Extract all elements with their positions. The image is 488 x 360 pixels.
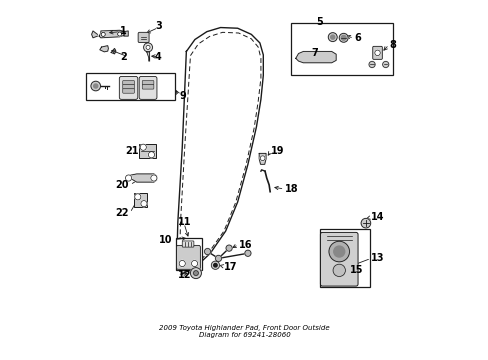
Text: 5: 5: [316, 17, 323, 27]
Polygon shape: [99, 30, 124, 38]
FancyBboxPatch shape: [176, 246, 200, 269]
Text: 2009 Toyota Highlander Pad, Front Door Outside
Diagram for 69241-28060: 2009 Toyota Highlander Pad, Front Door O…: [159, 325, 329, 338]
Circle shape: [140, 144, 146, 150]
FancyBboxPatch shape: [182, 241, 193, 247]
FancyBboxPatch shape: [122, 85, 134, 89]
FancyBboxPatch shape: [139, 76, 157, 99]
Circle shape: [225, 245, 232, 251]
Circle shape: [260, 156, 264, 161]
Circle shape: [143, 43, 152, 52]
Circle shape: [141, 201, 147, 207]
Circle shape: [341, 35, 346, 40]
Text: 1: 1: [120, 26, 126, 36]
Text: 13: 13: [370, 253, 384, 264]
Circle shape: [150, 175, 157, 181]
FancyBboxPatch shape: [142, 85, 154, 89]
Polygon shape: [100, 46, 108, 52]
Circle shape: [211, 261, 219, 269]
Circle shape: [125, 175, 131, 181]
Text: 20: 20: [115, 180, 129, 190]
Circle shape: [204, 248, 210, 255]
FancyBboxPatch shape: [134, 193, 147, 207]
Text: 16: 16: [239, 240, 252, 250]
FancyBboxPatch shape: [176, 238, 202, 270]
FancyBboxPatch shape: [139, 144, 155, 158]
Circle shape: [328, 241, 349, 262]
Text: 8: 8: [389, 40, 396, 50]
Circle shape: [327, 33, 337, 41]
Circle shape: [193, 271, 198, 275]
FancyBboxPatch shape: [122, 81, 134, 85]
Circle shape: [244, 250, 250, 256]
Text: 18: 18: [285, 184, 298, 194]
FancyBboxPatch shape: [86, 73, 174, 100]
Text: 11: 11: [178, 217, 191, 228]
Circle shape: [101, 32, 105, 36]
Circle shape: [360, 219, 370, 228]
Text: 19: 19: [271, 147, 284, 156]
FancyBboxPatch shape: [122, 89, 134, 93]
Text: 2: 2: [120, 51, 126, 62]
Circle shape: [134, 194, 141, 200]
Polygon shape: [111, 48, 116, 54]
Circle shape: [382, 62, 388, 68]
FancyBboxPatch shape: [320, 233, 357, 286]
Circle shape: [190, 267, 201, 279]
Circle shape: [213, 264, 217, 267]
Text: 6: 6: [353, 33, 360, 43]
FancyBboxPatch shape: [142, 81, 154, 85]
Circle shape: [215, 255, 221, 261]
Text: 3: 3: [155, 21, 162, 31]
FancyBboxPatch shape: [138, 32, 149, 42]
Circle shape: [339, 33, 347, 42]
Circle shape: [332, 264, 345, 276]
Polygon shape: [259, 153, 265, 164]
Text: 12: 12: [178, 270, 191, 280]
Polygon shape: [91, 31, 97, 38]
Circle shape: [374, 50, 380, 55]
Text: 9: 9: [179, 91, 186, 101]
Circle shape: [368, 62, 374, 68]
Circle shape: [118, 32, 122, 36]
FancyBboxPatch shape: [319, 229, 369, 287]
Text: 22: 22: [115, 208, 129, 218]
Text: 17: 17: [224, 262, 237, 272]
Circle shape: [94, 84, 98, 88]
FancyBboxPatch shape: [119, 76, 138, 99]
Text: 7: 7: [310, 48, 317, 58]
Polygon shape: [146, 52, 149, 61]
Circle shape: [191, 260, 197, 267]
FancyBboxPatch shape: [291, 23, 392, 75]
Circle shape: [333, 246, 344, 257]
Text: 10: 10: [159, 235, 172, 244]
Circle shape: [179, 260, 185, 267]
Text: 21: 21: [125, 147, 138, 156]
Polygon shape: [295, 51, 335, 63]
Polygon shape: [123, 31, 128, 36]
Circle shape: [148, 152, 154, 158]
FancyBboxPatch shape: [372, 46, 382, 59]
Text: 14: 14: [370, 212, 384, 222]
Circle shape: [91, 81, 101, 91]
Polygon shape: [126, 174, 156, 182]
Circle shape: [330, 35, 334, 39]
Text: 4: 4: [155, 51, 162, 62]
Text: 15: 15: [349, 265, 363, 275]
Circle shape: [146, 45, 150, 49]
